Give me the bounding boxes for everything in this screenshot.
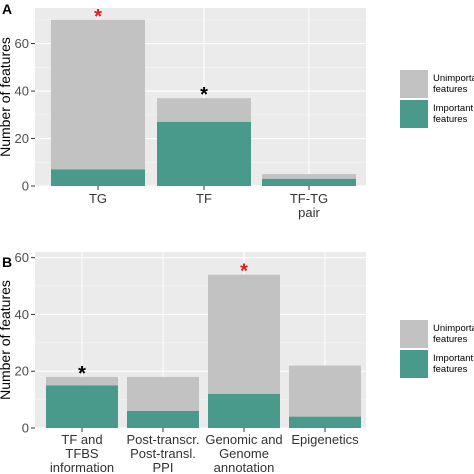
y-tick-label: 40: [15, 84, 29, 99]
bar-unimportant: [262, 174, 356, 179]
bar-important: [127, 410, 199, 428]
panel-label: A: [2, 1, 12, 17]
x-tick-label: TG: [89, 191, 107, 206]
bar-important: [157, 121, 251, 186]
bar-unimportant: [208, 274, 280, 394]
bar-important: [46, 385, 118, 428]
legend-key-unimportant: [400, 70, 428, 98]
panel-label: B: [2, 254, 12, 270]
y-axis-title: Number of features: [0, 37, 13, 157]
significance-star: *: [94, 6, 102, 28]
y-axis-title: Number of features: [0, 280, 13, 400]
chart-panel-b: * * 0 20 40 60 TF and TFBS information Post-trans…: [0, 250, 474, 474]
bar-important: [208, 393, 280, 428]
bar-unimportant: [51, 19, 145, 170]
y-tick-label: 0: [22, 179, 29, 194]
y-tick-label: 20: [15, 131, 29, 146]
legend-key-important: [400, 100, 428, 128]
x-tick-label: Post-transcr. Post-transl. PPI: [127, 432, 200, 474]
legend-label: Important features: [433, 103, 473, 125]
legend-key-important: [400, 350, 428, 378]
x-tick-label: TF-TG pair: [290, 191, 328, 220]
x-tick-label: Genomic and Genome annotation: [205, 432, 282, 474]
bar-unimportant: [46, 376, 118, 386]
x-tick-label: Epigenetics: [291, 432, 359, 447]
y-tick-label: 60: [15, 36, 29, 51]
y-tick-label: 20: [15, 364, 29, 379]
bar-important: [289, 416, 361, 428]
legend-label: Important features: [433, 353, 473, 375]
legend-key-unimportant: [400, 320, 428, 348]
significance-star: *: [240, 261, 248, 283]
bar-unimportant: [157, 98, 251, 122]
y-tick-label: 60: [15, 250, 29, 265]
x-tick-label: TF: [196, 191, 212, 206]
bar-important: [51, 169, 145, 186]
chart-panel-a: * * 0 20 40 60 TG TF TF-TG pair Number of features…: [0, 1, 474, 220]
legend-label: Unimportantfeatures: [433, 73, 474, 95]
y-tick-label: 40: [15, 307, 29, 322]
bar-unimportant: [289, 365, 361, 417]
bar-important: [262, 178, 356, 186]
significance-star: *: [78, 363, 86, 385]
bar-unimportant: [127, 376, 199, 411]
x-tick-label: TF and TFBS information: [50, 432, 114, 474]
y-tick-label: 0: [22, 421, 29, 436]
legend-label: Unimportantfeatures: [433, 323, 474, 345]
significance-star: *: [200, 84, 208, 106]
